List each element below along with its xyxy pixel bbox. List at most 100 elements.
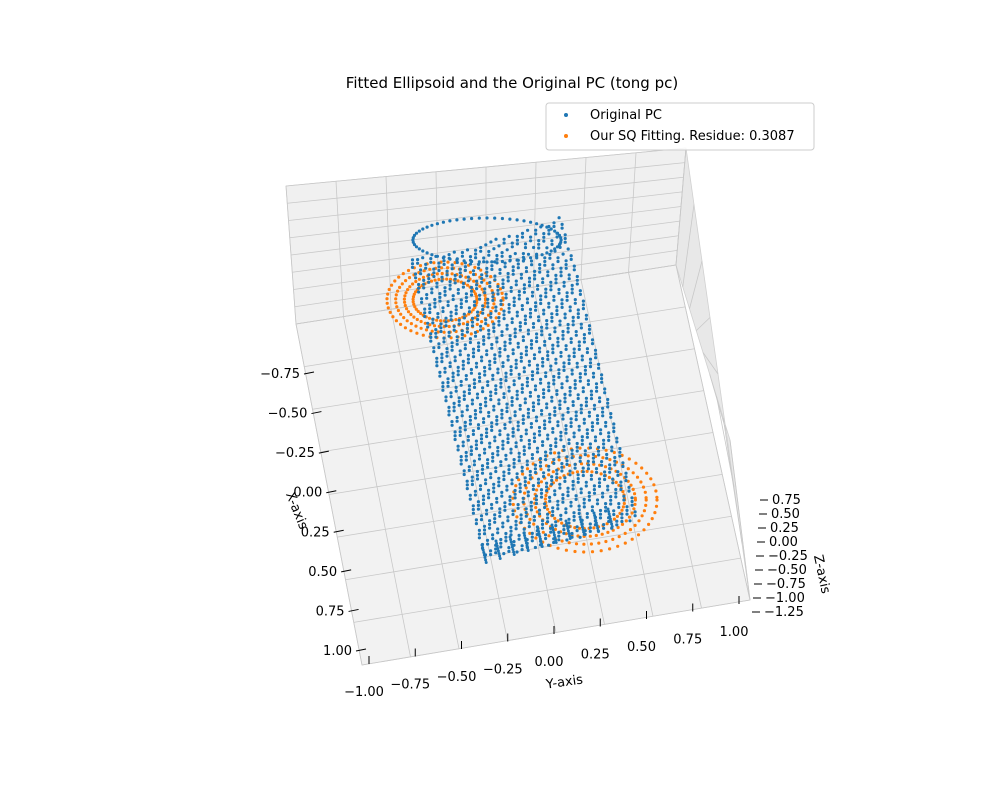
original-point (546, 350, 550, 354)
original-point (508, 498, 512, 502)
original-point (530, 294, 535, 298)
original-point (550, 523, 554, 527)
original-point (567, 273, 571, 277)
original-point (584, 484, 588, 488)
original-point (577, 511, 581, 516)
fit-point (445, 277, 449, 281)
original-point (555, 245, 560, 249)
original-point (445, 273, 449, 277)
original-point (436, 315, 440, 319)
original-point (546, 520, 550, 524)
original-point (433, 301, 437, 305)
original-point (573, 466, 577, 470)
fit-point (490, 289, 494, 293)
original-point (564, 431, 568, 435)
original-point (547, 464, 551, 468)
original-point (468, 497, 472, 501)
original-point (508, 416, 512, 420)
original-point (472, 300, 477, 304)
original-point (596, 449, 601, 453)
fit-point (400, 282, 404, 286)
original-point (435, 356, 439, 360)
original-point (538, 270, 542, 274)
original-point (429, 260, 433, 264)
original-point (523, 536, 527, 540)
original-point (521, 418, 525, 422)
original-point (562, 531, 566, 535)
fit-point (403, 294, 407, 298)
original-point (562, 284, 566, 288)
fit-point (575, 470, 580, 474)
fit-point (611, 537, 615, 542)
original-point (521, 421, 525, 425)
original-point (503, 348, 507, 352)
original-point (490, 428, 494, 432)
fit-point (532, 522, 536, 526)
original-point (564, 424, 568, 428)
fit-point (521, 472, 525, 476)
original-point (506, 440, 510, 445)
fit-point (637, 519, 641, 523)
original-point (434, 328, 438, 332)
original-point (520, 390, 524, 394)
original-point (502, 552, 506, 556)
original-point (492, 486, 496, 490)
original-point (488, 522, 492, 527)
z-tick-label: −0.50 (767, 563, 807, 578)
original-point (601, 410, 605, 414)
original-point (550, 395, 554, 399)
original-point (563, 240, 567, 244)
original-point (471, 504, 475, 508)
original-point (580, 525, 584, 529)
original-point (416, 261, 420, 265)
original-point (461, 444, 465, 448)
original-point (538, 346, 542, 350)
original-point (470, 482, 474, 487)
original-point (586, 467, 591, 471)
original-point (485, 508, 489, 512)
original-point (521, 252, 526, 256)
original-point (536, 477, 541, 481)
original-point (538, 460, 543, 464)
original-point (468, 340, 472, 345)
original-point (483, 451, 487, 455)
original-point (462, 316, 466, 320)
original-point (572, 347, 576, 351)
original-point (438, 299, 442, 303)
original-point (474, 361, 479, 365)
original-point (476, 314, 480, 318)
original-point (510, 396, 514, 400)
original-point (443, 366, 447, 370)
original-point (542, 308, 546, 312)
original-point (435, 364, 439, 368)
fit-point (594, 454, 598, 459)
original-point (485, 431, 489, 435)
original-point (563, 392, 567, 396)
original-point (477, 341, 481, 345)
original-point (494, 384, 498, 388)
original-point (594, 352, 598, 356)
original-point (500, 216, 504, 221)
original-point (511, 265, 515, 269)
original-point (484, 478, 488, 482)
original-point (524, 266, 529, 270)
original-point (584, 313, 589, 317)
original-point (476, 426, 481, 430)
original-point (516, 424, 520, 428)
tick-marks: −0.75−0.50−0.250.000.250.500.751.00−1.00… (260, 367, 808, 700)
original-point (500, 494, 504, 498)
original-point (481, 546, 485, 549)
original-point (514, 358, 518, 362)
original-point (589, 393, 594, 397)
original-point (527, 446, 532, 450)
original-point (542, 235, 546, 239)
original-point (565, 455, 569, 459)
original-point (480, 273, 484, 277)
fit-point (547, 473, 551, 477)
original-point (538, 263, 542, 267)
original-point (505, 323, 509, 327)
original-point (434, 335, 438, 339)
original-point (615, 440, 619, 444)
original-point (521, 496, 525, 500)
fit-point (483, 301, 487, 305)
